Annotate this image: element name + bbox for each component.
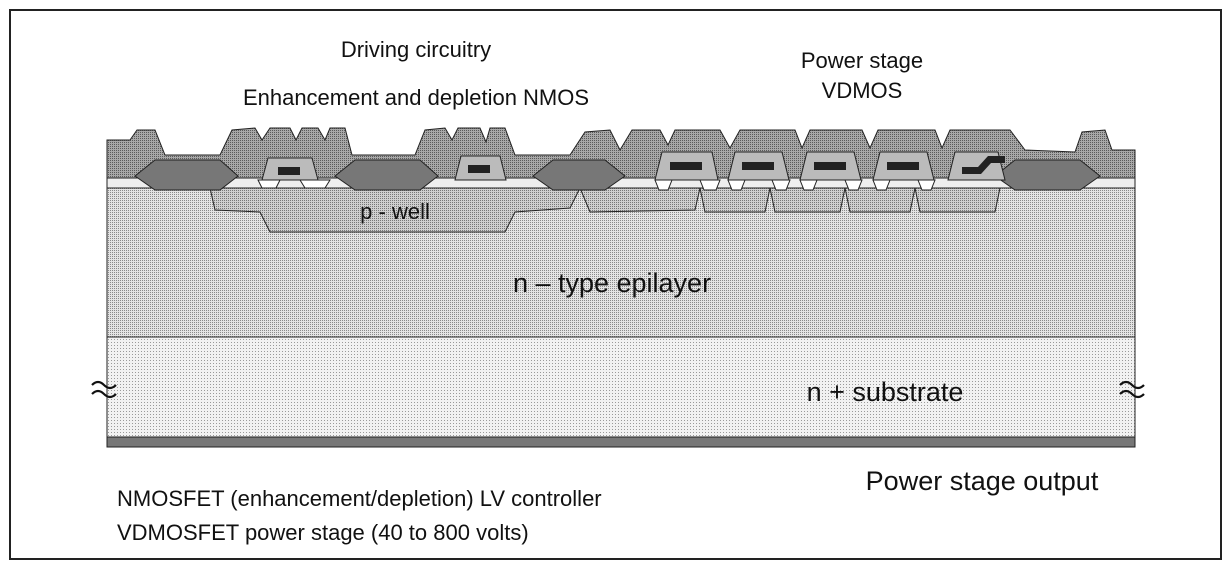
field-oxide — [134, 159, 1101, 191]
driving-subtitle: Enhancement and depletion NMOS — [243, 85, 589, 110]
substrate — [106, 336, 1136, 438]
frame — [9, 9, 1222, 560]
power-title: Power stage — [801, 48, 923, 73]
power-subtitle: VDMOS — [822, 78, 903, 103]
break-marks — [91, 380, 1145, 399]
source-regions — [257, 179, 936, 191]
note: NMOSFET (enhancement/depletion) LV contr… — [117, 486, 602, 511]
vdmos-bodies — [579, 187, 1001, 213]
driving-title: Driving circuitry — [341, 37, 491, 62]
note: VDMOSFET power stage (40 to 800 volts) — [117, 520, 529, 545]
substrate-label: n + substrate — [807, 377, 964, 407]
p-well-region — [209, 187, 581, 233]
p-well-label: p - well — [360, 199, 430, 224]
output-label: Power stage output — [866, 466, 1099, 496]
gates — [278, 156, 1005, 175]
epilayer-label: n – type epilayer — [513, 268, 711, 298]
backside-metal — [106, 436, 1136, 448]
